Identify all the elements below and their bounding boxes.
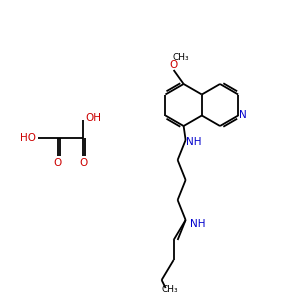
Text: CH₃: CH₃ <box>172 53 189 62</box>
Text: OH: OH <box>85 113 101 123</box>
Text: O: O <box>79 158 87 168</box>
Text: CH₃: CH₃ <box>161 286 178 295</box>
Text: HO: HO <box>20 133 36 143</box>
Text: NH: NH <box>190 219 206 229</box>
Text: O: O <box>169 60 178 70</box>
Text: O: O <box>54 158 62 168</box>
Text: N: N <box>239 110 247 121</box>
Text: NH: NH <box>186 137 201 147</box>
